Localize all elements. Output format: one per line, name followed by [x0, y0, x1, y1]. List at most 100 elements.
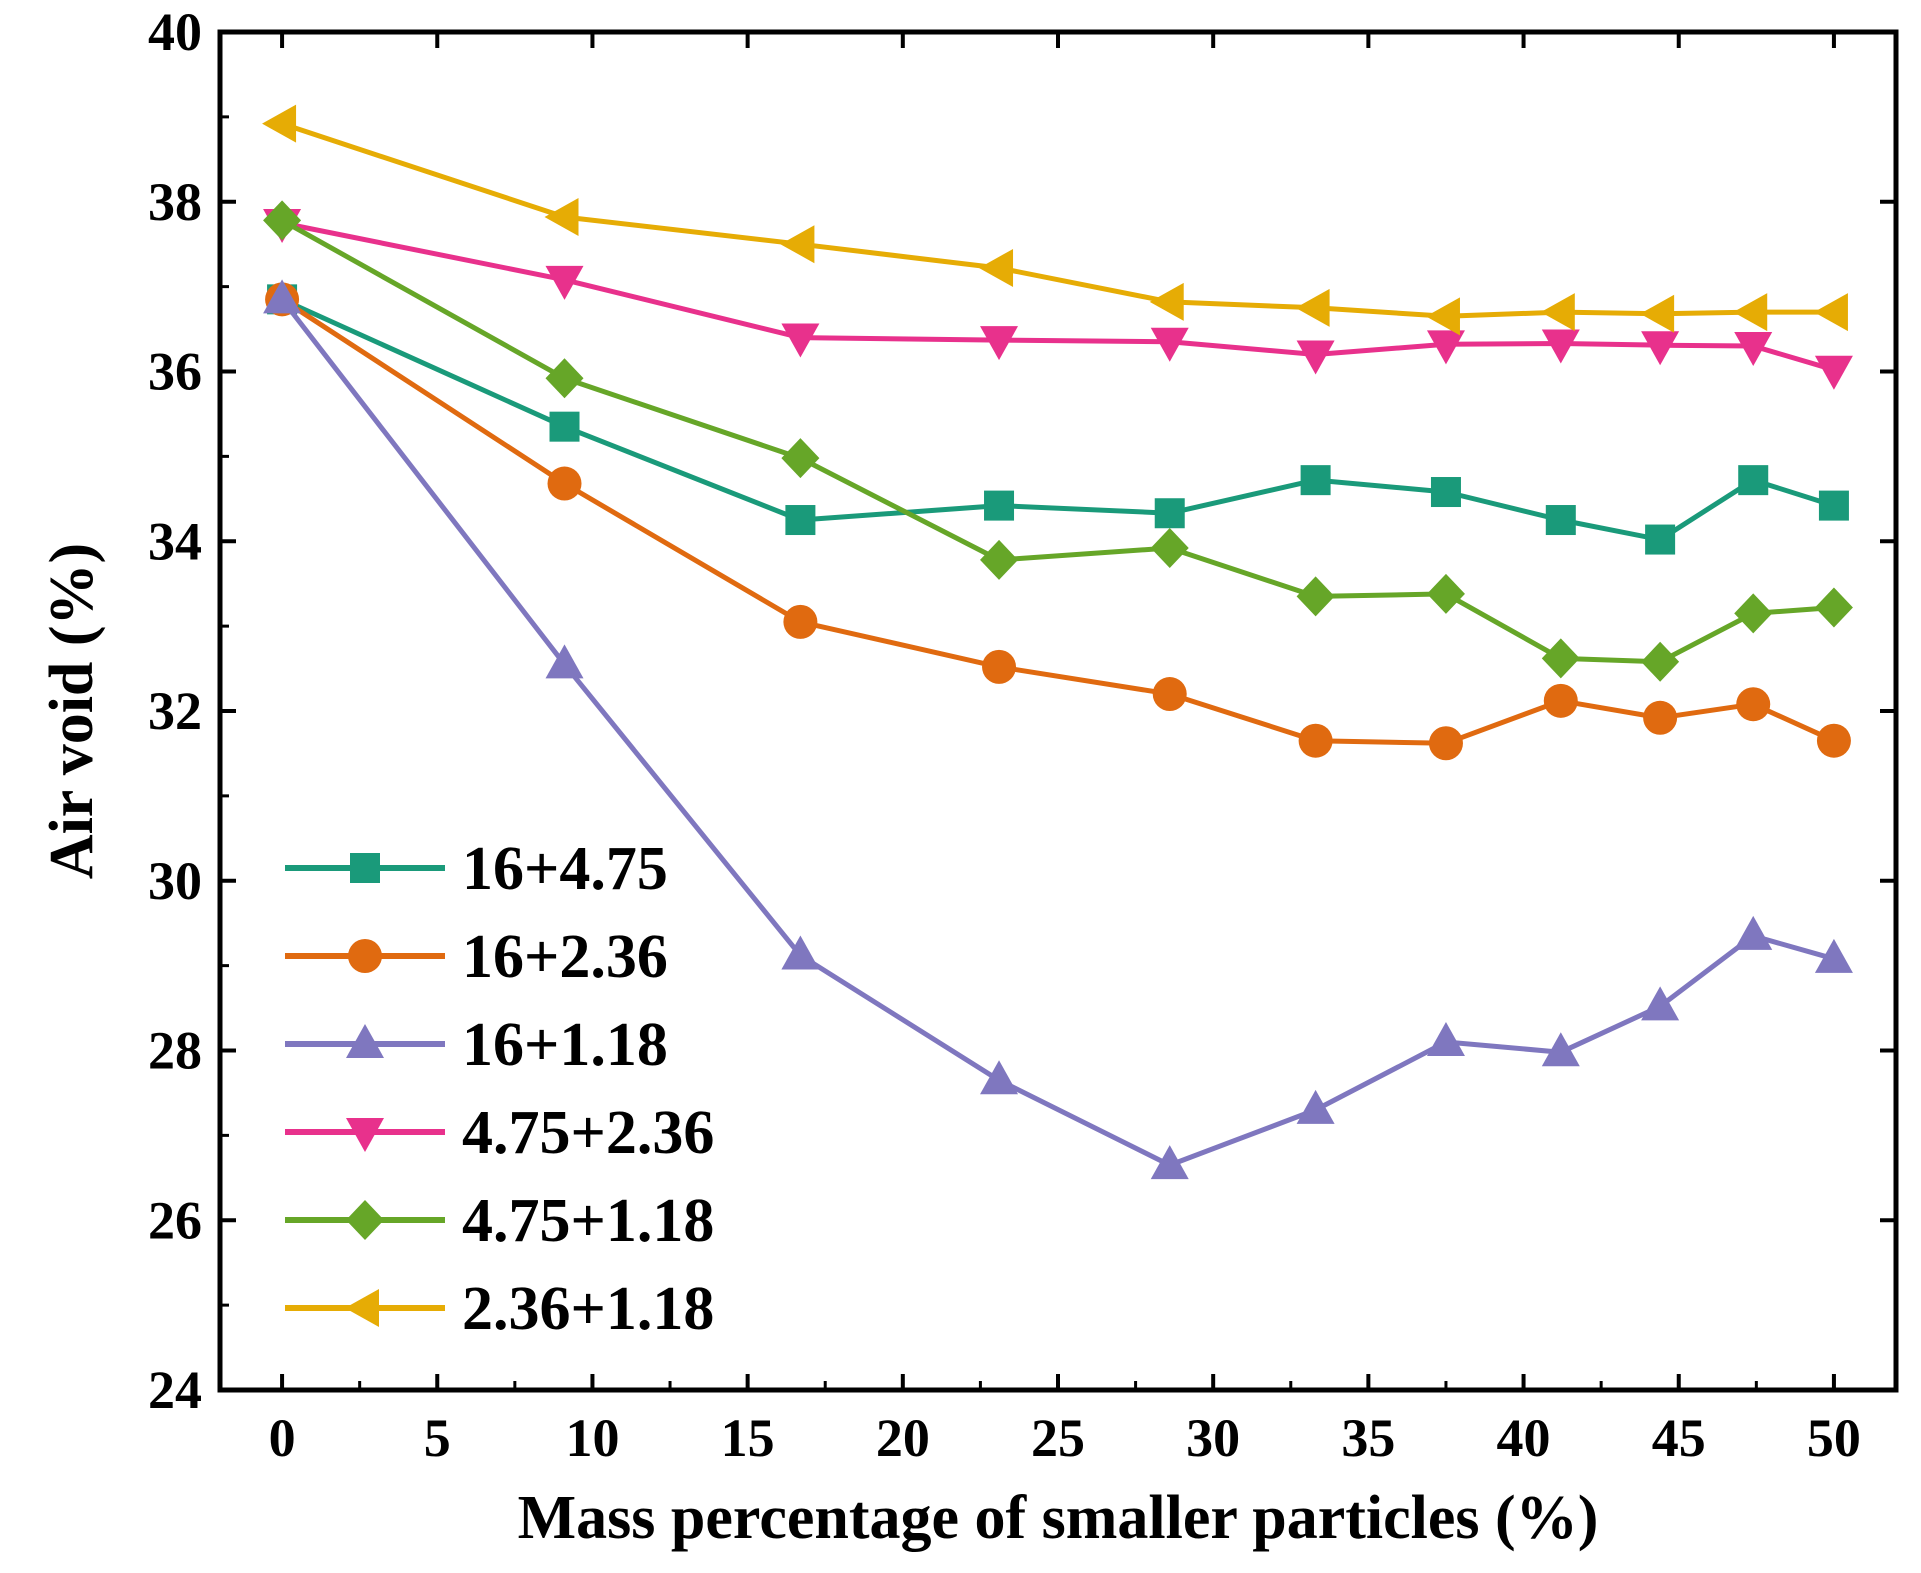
data-point-4-75-1-18	[980, 539, 1019, 580]
legend-marker	[350, 853, 380, 883]
data-point-4-75-1-18	[263, 200, 302, 241]
data-point-16-1-18	[980, 1060, 1019, 1095]
data-point-4-75-1-18	[1641, 641, 1680, 682]
legend-label: 2.36+1.18	[462, 1275, 714, 1343]
legend-item-4-75-2-36: 4.75+2.36	[285, 1099, 714, 1167]
legend-item-4-75-1-18: 4.75+1.18	[285, 1187, 714, 1255]
data-point-16-4-75	[984, 490, 1015, 521]
data-point-16-2-36	[1152, 677, 1187, 712]
series-16-1-18	[263, 279, 1853, 1180]
data-point-16-4-75	[1154, 498, 1185, 529]
data-point-4-75-2-36	[545, 265, 584, 300]
x-tick-label: 5	[424, 1408, 451, 1468]
series-4-75-1-18	[263, 200, 1853, 682]
series-line-4-75-1-18	[280, 218, 1835, 665]
legend-item-16-1-18: 16+1.18	[285, 1011, 668, 1079]
data-point-16-1-18	[1150, 1145, 1189, 1180]
data-point-4-75-1-18	[1150, 528, 1189, 569]
x-tick-label: 40	[1497, 1408, 1551, 1468]
data-point-4-75-1-18	[1814, 587, 1853, 628]
data-point-16-1-18	[1296, 1089, 1335, 1124]
data-point-16-4-75	[1738, 465, 1769, 496]
y-tick-label: 30	[148, 851, 202, 911]
data-point-16-2-36	[1643, 700, 1678, 735]
data-point-2-36-1-18	[979, 248, 1014, 287]
data-point-16-2-36	[783, 604, 818, 639]
data-point-4-75-1-18	[1541, 638, 1580, 679]
series-line-16-4-75	[281, 297, 1835, 543]
data-point-4-75-2-36	[1734, 332, 1773, 367]
data-point-4-75-1-18	[545, 358, 584, 399]
legend-marker	[348, 939, 382, 973]
data-point-4-75-1-18	[1734, 593, 1773, 634]
data-point-4-75-2-36	[781, 323, 820, 358]
data-point-16-1-18	[545, 644, 584, 679]
data-point-2-36-1-18	[262, 104, 297, 143]
x-tick-label: 45	[1652, 1408, 1706, 1468]
data-point-16-2-36	[1543, 683, 1578, 718]
legend-label: 16+2.36	[462, 923, 668, 991]
legend-label: 4.75+1.18	[462, 1187, 714, 1255]
data-point-4-75-2-36	[1541, 329, 1580, 364]
data-point-16-1-18	[263, 279, 302, 314]
series-line-2-36-1-18	[281, 121, 1834, 319]
y-tick-label: 24	[148, 1360, 202, 1420]
data-point-16-4-75	[1300, 465, 1331, 496]
legend-label: 4.75+2.36	[462, 1099, 714, 1167]
data-point-4-75-2-36	[1150, 327, 1189, 362]
data-point-16-4-75	[1645, 524, 1676, 555]
legend-label: 16+1.18	[462, 1011, 668, 1079]
data-point-2-36-1-18	[1540, 293, 1575, 332]
y-tick-label: 40	[148, 2, 202, 62]
data-point-16-1-18	[781, 935, 820, 970]
data-point-2-36-1-18	[1149, 282, 1184, 321]
data-point-16-2-36	[547, 466, 582, 501]
legend-item-16-4-75: 16+4.75	[285, 835, 668, 903]
data-point-4-75-2-36	[1296, 340, 1335, 375]
data-point-16-1-18	[1734, 915, 1773, 950]
x-tick-label: 35	[1341, 1408, 1395, 1468]
data-point-4-75-1-18	[781, 438, 820, 479]
legend-label: 16+4.75	[462, 835, 668, 903]
data-point-2-36-1-18	[1640, 294, 1675, 333]
y-tick-label: 26	[148, 1190, 202, 1250]
series-2-36-1-18	[262, 104, 1848, 336]
data-point-16-4-75	[1430, 477, 1461, 508]
legend-marker	[346, 1200, 384, 1240]
data-point-16-1-18	[1641, 986, 1680, 1021]
y-tick-label: 36	[148, 342, 202, 402]
x-tick-label: 15	[721, 1408, 775, 1468]
y-tick-label: 28	[148, 1021, 202, 1081]
data-point-16-2-36	[1428, 726, 1463, 761]
x-tick-label: 25	[1031, 1408, 1085, 1468]
data-point-4-75-2-36	[980, 326, 1019, 361]
data-point-4-75-2-36	[1641, 331, 1680, 366]
legend: 16+4.75 16+2.36 16+1.18 4.75+2.36 4.75+1.18 2…	[285, 835, 714, 1343]
data-point-16-4-75	[785, 505, 816, 536]
x-axis-label: Mass percentage of smaller particles (%)	[518, 1484, 1599, 1552]
series-layer	[262, 104, 1853, 1180]
data-point-16-2-36	[1816, 723, 1851, 758]
data-point-16-4-75	[549, 411, 580, 442]
data-point-4-75-1-18	[1426, 573, 1465, 614]
x-tick-label: 20	[876, 1408, 930, 1468]
legend-item-16-2-36: 16+2.36	[285, 923, 668, 991]
x-tick-label: 10	[565, 1408, 619, 1468]
y-axis: 24 26 28 30 32 34 36 38 40	[148, 2, 1896, 1420]
legend-marker	[346, 1118, 384, 1152]
series-16-4-75	[267, 284, 1849, 555]
y-tick-label: 38	[148, 172, 202, 232]
data-point-2-36-1-18	[780, 225, 815, 264]
data-point-16-1-18	[1426, 1022, 1465, 1057]
y-tick-label: 32	[148, 681, 202, 741]
data-point-2-36-1-18	[544, 198, 579, 237]
series-line-16-2-36	[280, 297, 1835, 746]
series-4-75-2-36	[263, 208, 1853, 390]
data-point-2-36-1-18	[1295, 288, 1330, 327]
x-tick-label: 30	[1186, 1408, 1240, 1468]
legend-marker	[346, 1024, 384, 1058]
y-tick-label: 34	[148, 511, 202, 571]
data-point-16-2-36	[1736, 687, 1771, 722]
data-point-16-4-75	[1545, 505, 1576, 536]
